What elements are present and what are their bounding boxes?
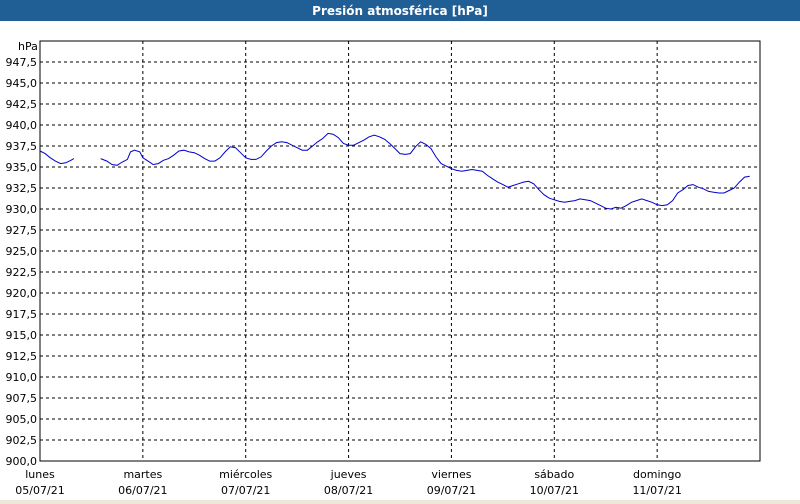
series-layer [39, 132, 750, 210]
x-tick-day-label: miércoles [219, 468, 272, 481]
x-tick-date-label: 09/07/21 [427, 484, 476, 497]
pressure-line [39, 150, 75, 165]
y-tick-label: 912,5 [6, 350, 38, 363]
x-tick-day-label: sábado [534, 468, 574, 481]
y-tick-label: 910,0 [6, 371, 38, 384]
y-tick-label: 920,0 [6, 287, 38, 300]
y-tick-label: 945,0 [6, 77, 38, 90]
y-tick-label: 927,5 [6, 224, 38, 237]
y-tick-label: 900,0 [6, 455, 38, 468]
x-tick-date-label: 05/07/21 [15, 484, 64, 497]
chart-area: hPa 900,0 902,5 905,0 907,5 910,0 912,5 915,0 9… [0, 21, 800, 500]
pressure-chart: hPa 900,0902,5905,0907,5910,0912,5915,09… [6, 40, 761, 497]
y-tick-label: 940,0 [6, 119, 38, 132]
x-tick-day-label: viernes [431, 468, 471, 481]
y-tick-label: 905,0 [6, 413, 38, 426]
y-tick-label: 925,0 [6, 245, 38, 258]
plot-frame [39, 40, 761, 462]
y-axis-ticks: 900,0 902,5 905,0 907,5 910,0 912,5 915,0 917,5… [6, 56, 38, 468]
y-tick-label: 930,0 [6, 203, 38, 216]
y-tick-label: 932,5 [6, 182, 38, 195]
y-tick-label: 917,5 [6, 308, 38, 321]
x-tick-date-label: 08/07/21 [324, 484, 373, 497]
y-tick-label: 942,5 [6, 98, 38, 111]
y-tick-label: 947,5 [6, 56, 38, 69]
chart-title: Presión atmosférica [hPa] [0, 0, 800, 21]
pressure-line [100, 132, 750, 210]
x-tick-date-label: 10/07/21 [530, 484, 579, 497]
y-axis-unit-label: hPa [18, 40, 38, 53]
x-tick-date-label: 07/07/21 [221, 484, 270, 497]
x-tick-day-label: martes [123, 468, 162, 481]
x-tick-date-label: 06/07/21 [118, 484, 167, 497]
y-tick-label: 907,5 [6, 392, 38, 405]
x-tick-day-label: domingo [633, 468, 681, 481]
y-tick-label: 915,0 [6, 329, 38, 342]
grid [40, 41, 760, 461]
y-tick-label: 937,5 [6, 140, 38, 153]
x-tick-day-label: lunes [25, 468, 55, 481]
x-tick-date-label: 11/07/21 [632, 484, 681, 497]
y-tick-label: 902,5 [6, 434, 38, 447]
y-tick-label: 922,5 [6, 266, 38, 279]
x-tick-day-label: jueves [330, 468, 367, 481]
x-axis-ticks: lunes 05/07/21 martes 06/07/21 miércoles 07/0… [15, 468, 682, 497]
y-tick-label: 935,0 [6, 161, 38, 174]
